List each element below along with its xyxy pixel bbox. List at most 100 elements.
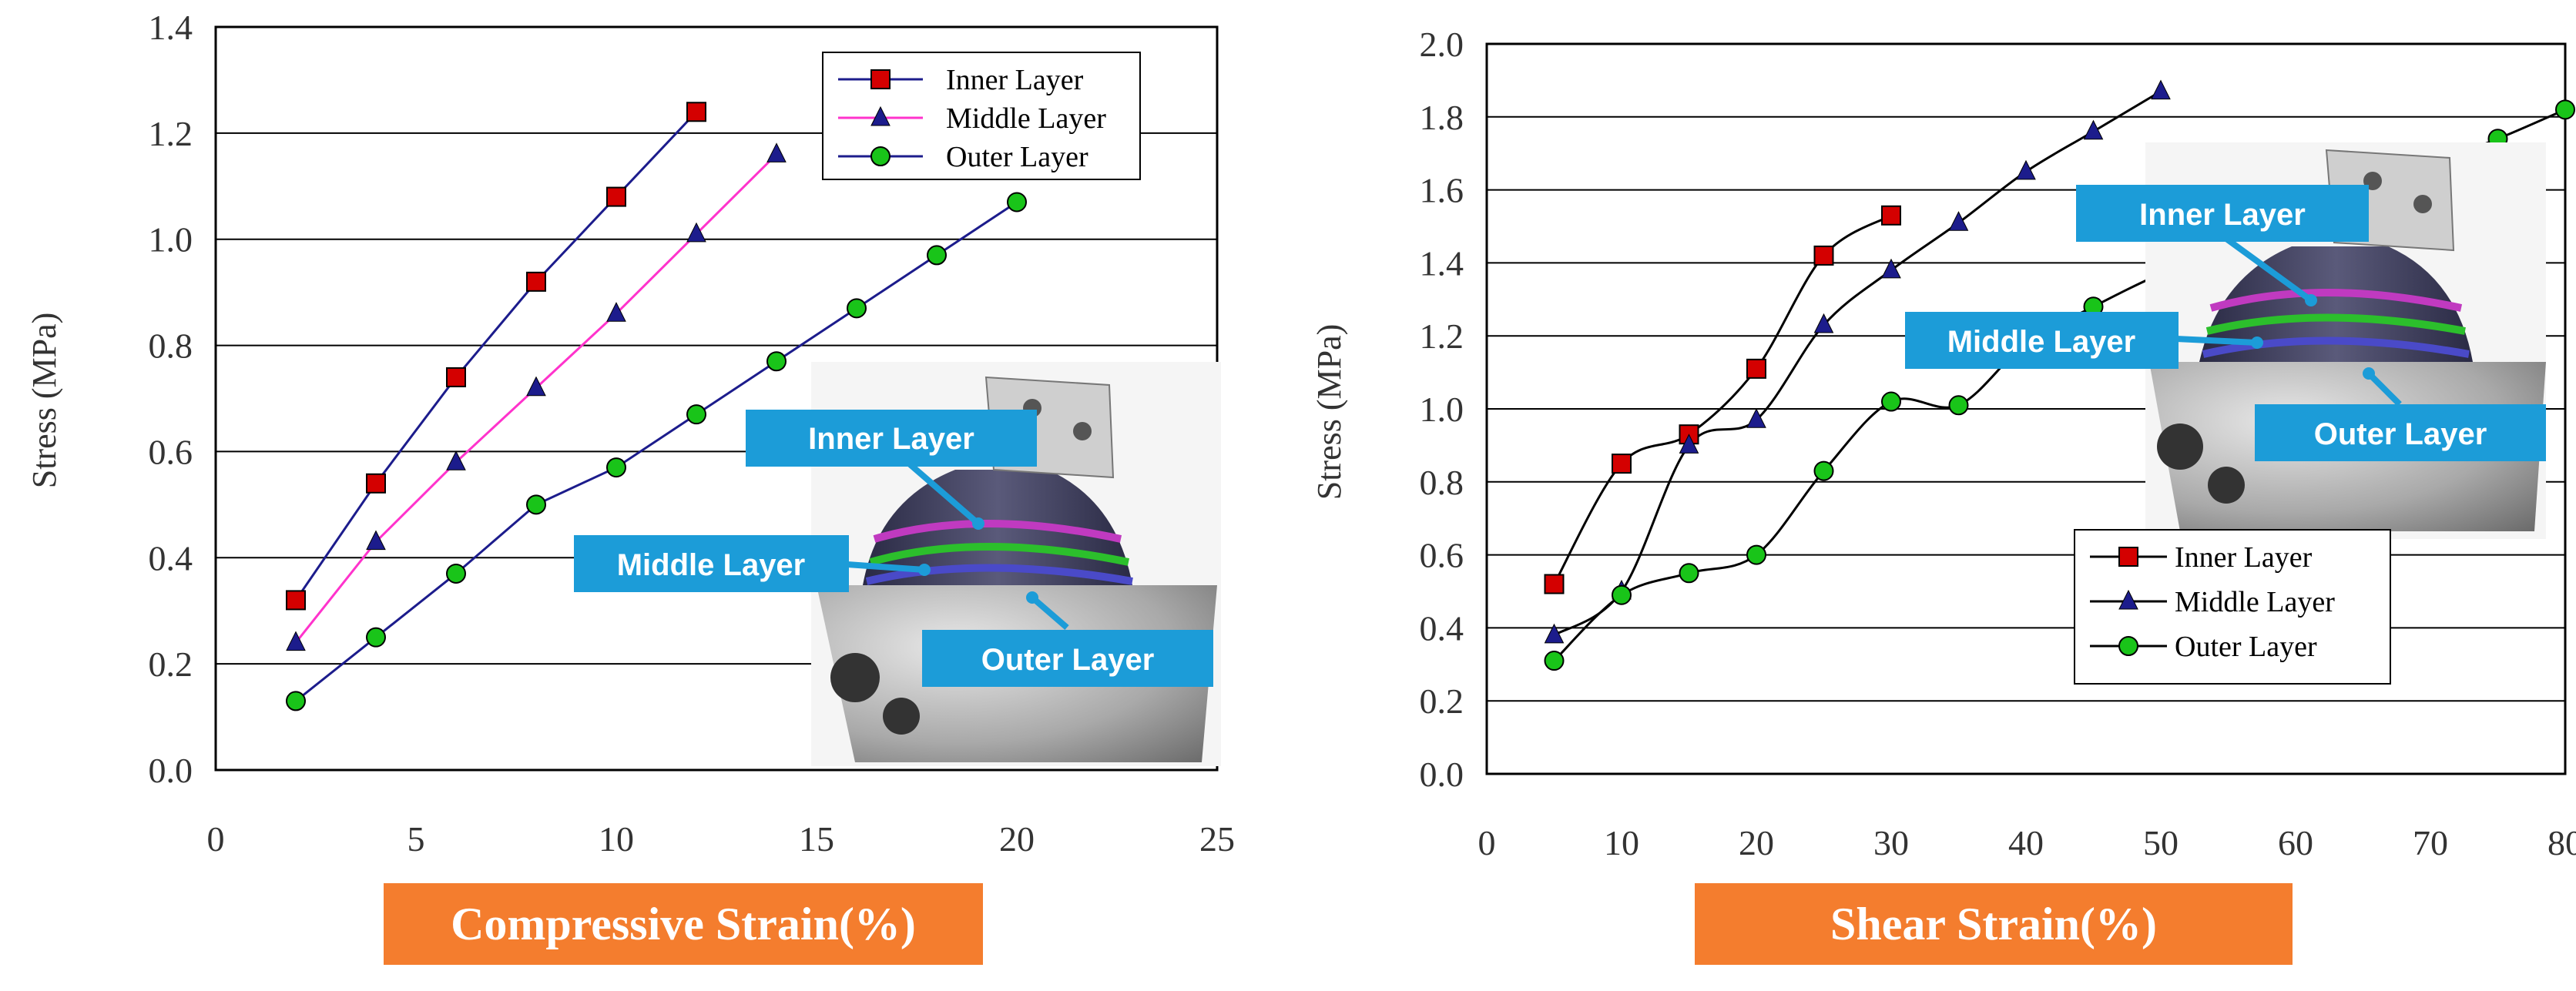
x-axis-label-bg bbox=[384, 883, 983, 965]
x-axis-label-box: Shear Strain(%) bbox=[1695, 883, 2293, 965]
callout-box bbox=[922, 630, 1213, 687]
callout-label: Outer Layer bbox=[2314, 417, 2487, 451]
x-tick-label: 10 bbox=[599, 819, 634, 859]
callout-label: Middle Layer bbox=[617, 548, 806, 582]
callout-dot bbox=[972, 517, 984, 530]
legend: Inner Layer Middle Layer Outer Layer bbox=[2074, 529, 2391, 685]
y-tick-label: 1.8 bbox=[1420, 98, 1464, 137]
data-point bbox=[366, 627, 386, 648]
y-tick-label: 0.8 bbox=[1420, 463, 1464, 502]
y-tick-label: 1.2 bbox=[1420, 316, 1464, 356]
legend-label: Inner Layer bbox=[946, 64, 1084, 96]
x-tick-label: 0 bbox=[207, 819, 225, 859]
x-axis-label: Shear Strain(%) bbox=[1830, 899, 2157, 949]
callout-leader bbox=[847, 561, 925, 573]
callout-dot bbox=[2363, 367, 2375, 380]
data-point bbox=[1881, 258, 1901, 279]
data-point bbox=[606, 457, 626, 478]
legend-label: Middle Layer bbox=[946, 102, 1106, 135]
data-point bbox=[526, 494, 546, 515]
y-axis-label: Stress (MPa) bbox=[25, 313, 63, 489]
callout-box bbox=[574, 535, 849, 592]
data-point bbox=[870, 146, 891, 166]
data-point bbox=[1746, 408, 1766, 428]
data-point bbox=[766, 142, 787, 162]
data-point bbox=[1813, 313, 1834, 333]
x-tick-label: 25 bbox=[1199, 819, 1235, 859]
data-point bbox=[927, 245, 947, 266]
callout-middle: Middle Layer bbox=[1905, 312, 2263, 369]
callout-leader bbox=[2224, 236, 2313, 303]
y-tick-label: 0.6 bbox=[1420, 536, 1464, 575]
x-tick-label: 5 bbox=[408, 819, 425, 859]
y-tick-label: 0.0 bbox=[1420, 755, 1464, 794]
plot-frame bbox=[1485, 42, 2567, 775]
callout-leader bbox=[1030, 594, 1069, 631]
shear-chart: 0.0 0.2 0.4 0.6 0.8 1.0 1.2 1.4 1.6 1.8 2.0 0 10 20 3… bbox=[1310, 25, 2576, 965]
y-axis-label: Stress (MPa) bbox=[1310, 324, 1348, 501]
callout-label: Inner Layer bbox=[2139, 198, 2306, 232]
data-point bbox=[2083, 119, 2104, 140]
callout-box bbox=[2255, 404, 2546, 461]
data-point bbox=[286, 631, 306, 651]
data-point bbox=[1881, 205, 1901, 226]
x-tick-label: 20 bbox=[999, 819, 1035, 859]
y-tick-label: 0.4 bbox=[149, 538, 193, 578]
callout-dot bbox=[2305, 294, 2317, 306]
data-point bbox=[446, 563, 466, 584]
y-tick-label: 0.4 bbox=[1420, 608, 1464, 648]
data-point bbox=[1679, 434, 1699, 454]
y-tick-label: 1.4 bbox=[149, 8, 193, 47]
data-point bbox=[2118, 547, 2138, 567]
callout-box bbox=[746, 410, 1037, 467]
x-tick-label: 80 bbox=[2547, 823, 2576, 862]
data-point bbox=[686, 102, 706, 122]
legend-label: Outer Layer bbox=[946, 141, 1088, 173]
callout-leader bbox=[2366, 371, 2402, 407]
data-point bbox=[606, 302, 626, 322]
x-tick-label: 15 bbox=[799, 819, 834, 859]
data-point bbox=[2118, 636, 2138, 656]
data-point bbox=[1544, 651, 1565, 671]
data-point bbox=[1679, 563, 1699, 584]
callout-label: Middle Layer bbox=[1947, 325, 2136, 359]
callout-middle: Middle Layer bbox=[574, 535, 931, 592]
y-tick-label: 1.0 bbox=[1420, 390, 1464, 429]
callout-inner: Inner Layer bbox=[2076, 185, 2369, 306]
series-markers bbox=[286, 102, 1027, 711]
callout-leader bbox=[907, 460, 981, 527]
x-tick-label: 40 bbox=[2008, 823, 2044, 862]
data-point bbox=[526, 271, 546, 292]
callout-outer: Outer Layer bbox=[2255, 367, 2546, 461]
data-point bbox=[2016, 159, 2036, 180]
x-tick-label: 50 bbox=[2143, 823, 2179, 862]
y-tick-label: 2.0 bbox=[1420, 25, 1464, 64]
data-point bbox=[1544, 623, 1565, 644]
x-tick-label: 10 bbox=[1604, 823, 1639, 862]
data-point bbox=[2555, 99, 2575, 120]
callout-label: Outer Layer bbox=[981, 643, 1155, 677]
compressive-chart: 0.0 0.2 0.4 0.6 0.8 1.0 1.2 1.4 0 5 10 15 20 25 Stre… bbox=[25, 8, 1235, 965]
data-point bbox=[2151, 79, 2171, 100]
data-point bbox=[1746, 544, 1766, 565]
data-point bbox=[366, 473, 386, 494]
legend-label: Inner Layer bbox=[2175, 541, 2313, 574]
y-tick-label: 0.0 bbox=[149, 751, 193, 790]
y-tick-label: 0.6 bbox=[149, 432, 193, 471]
data-point bbox=[1948, 395, 1969, 416]
data-point bbox=[606, 186, 626, 207]
y-tick-labels: 0.0 0.2 0.4 0.6 0.8 1.0 1.2 1.4 bbox=[149, 8, 193, 790]
callout-dot bbox=[1026, 591, 1038, 604]
x-axis-label-box: Compressive Strain(%) bbox=[384, 883, 983, 965]
x-tick-label: 60 bbox=[2278, 823, 2313, 862]
data-point bbox=[2118, 589, 2138, 610]
callout-box bbox=[2076, 185, 2369, 242]
series-line-2 bbox=[295, 201, 1018, 702]
data-point bbox=[526, 376, 546, 397]
y-tick-label: 0.2 bbox=[1420, 681, 1464, 721]
data-point bbox=[446, 450, 466, 470]
x-tick-labels: 0 10 20 30 40 50 60 70 80 bbox=[1478, 823, 2576, 862]
y-tick-label: 1.0 bbox=[149, 220, 193, 259]
data-point bbox=[686, 222, 706, 243]
